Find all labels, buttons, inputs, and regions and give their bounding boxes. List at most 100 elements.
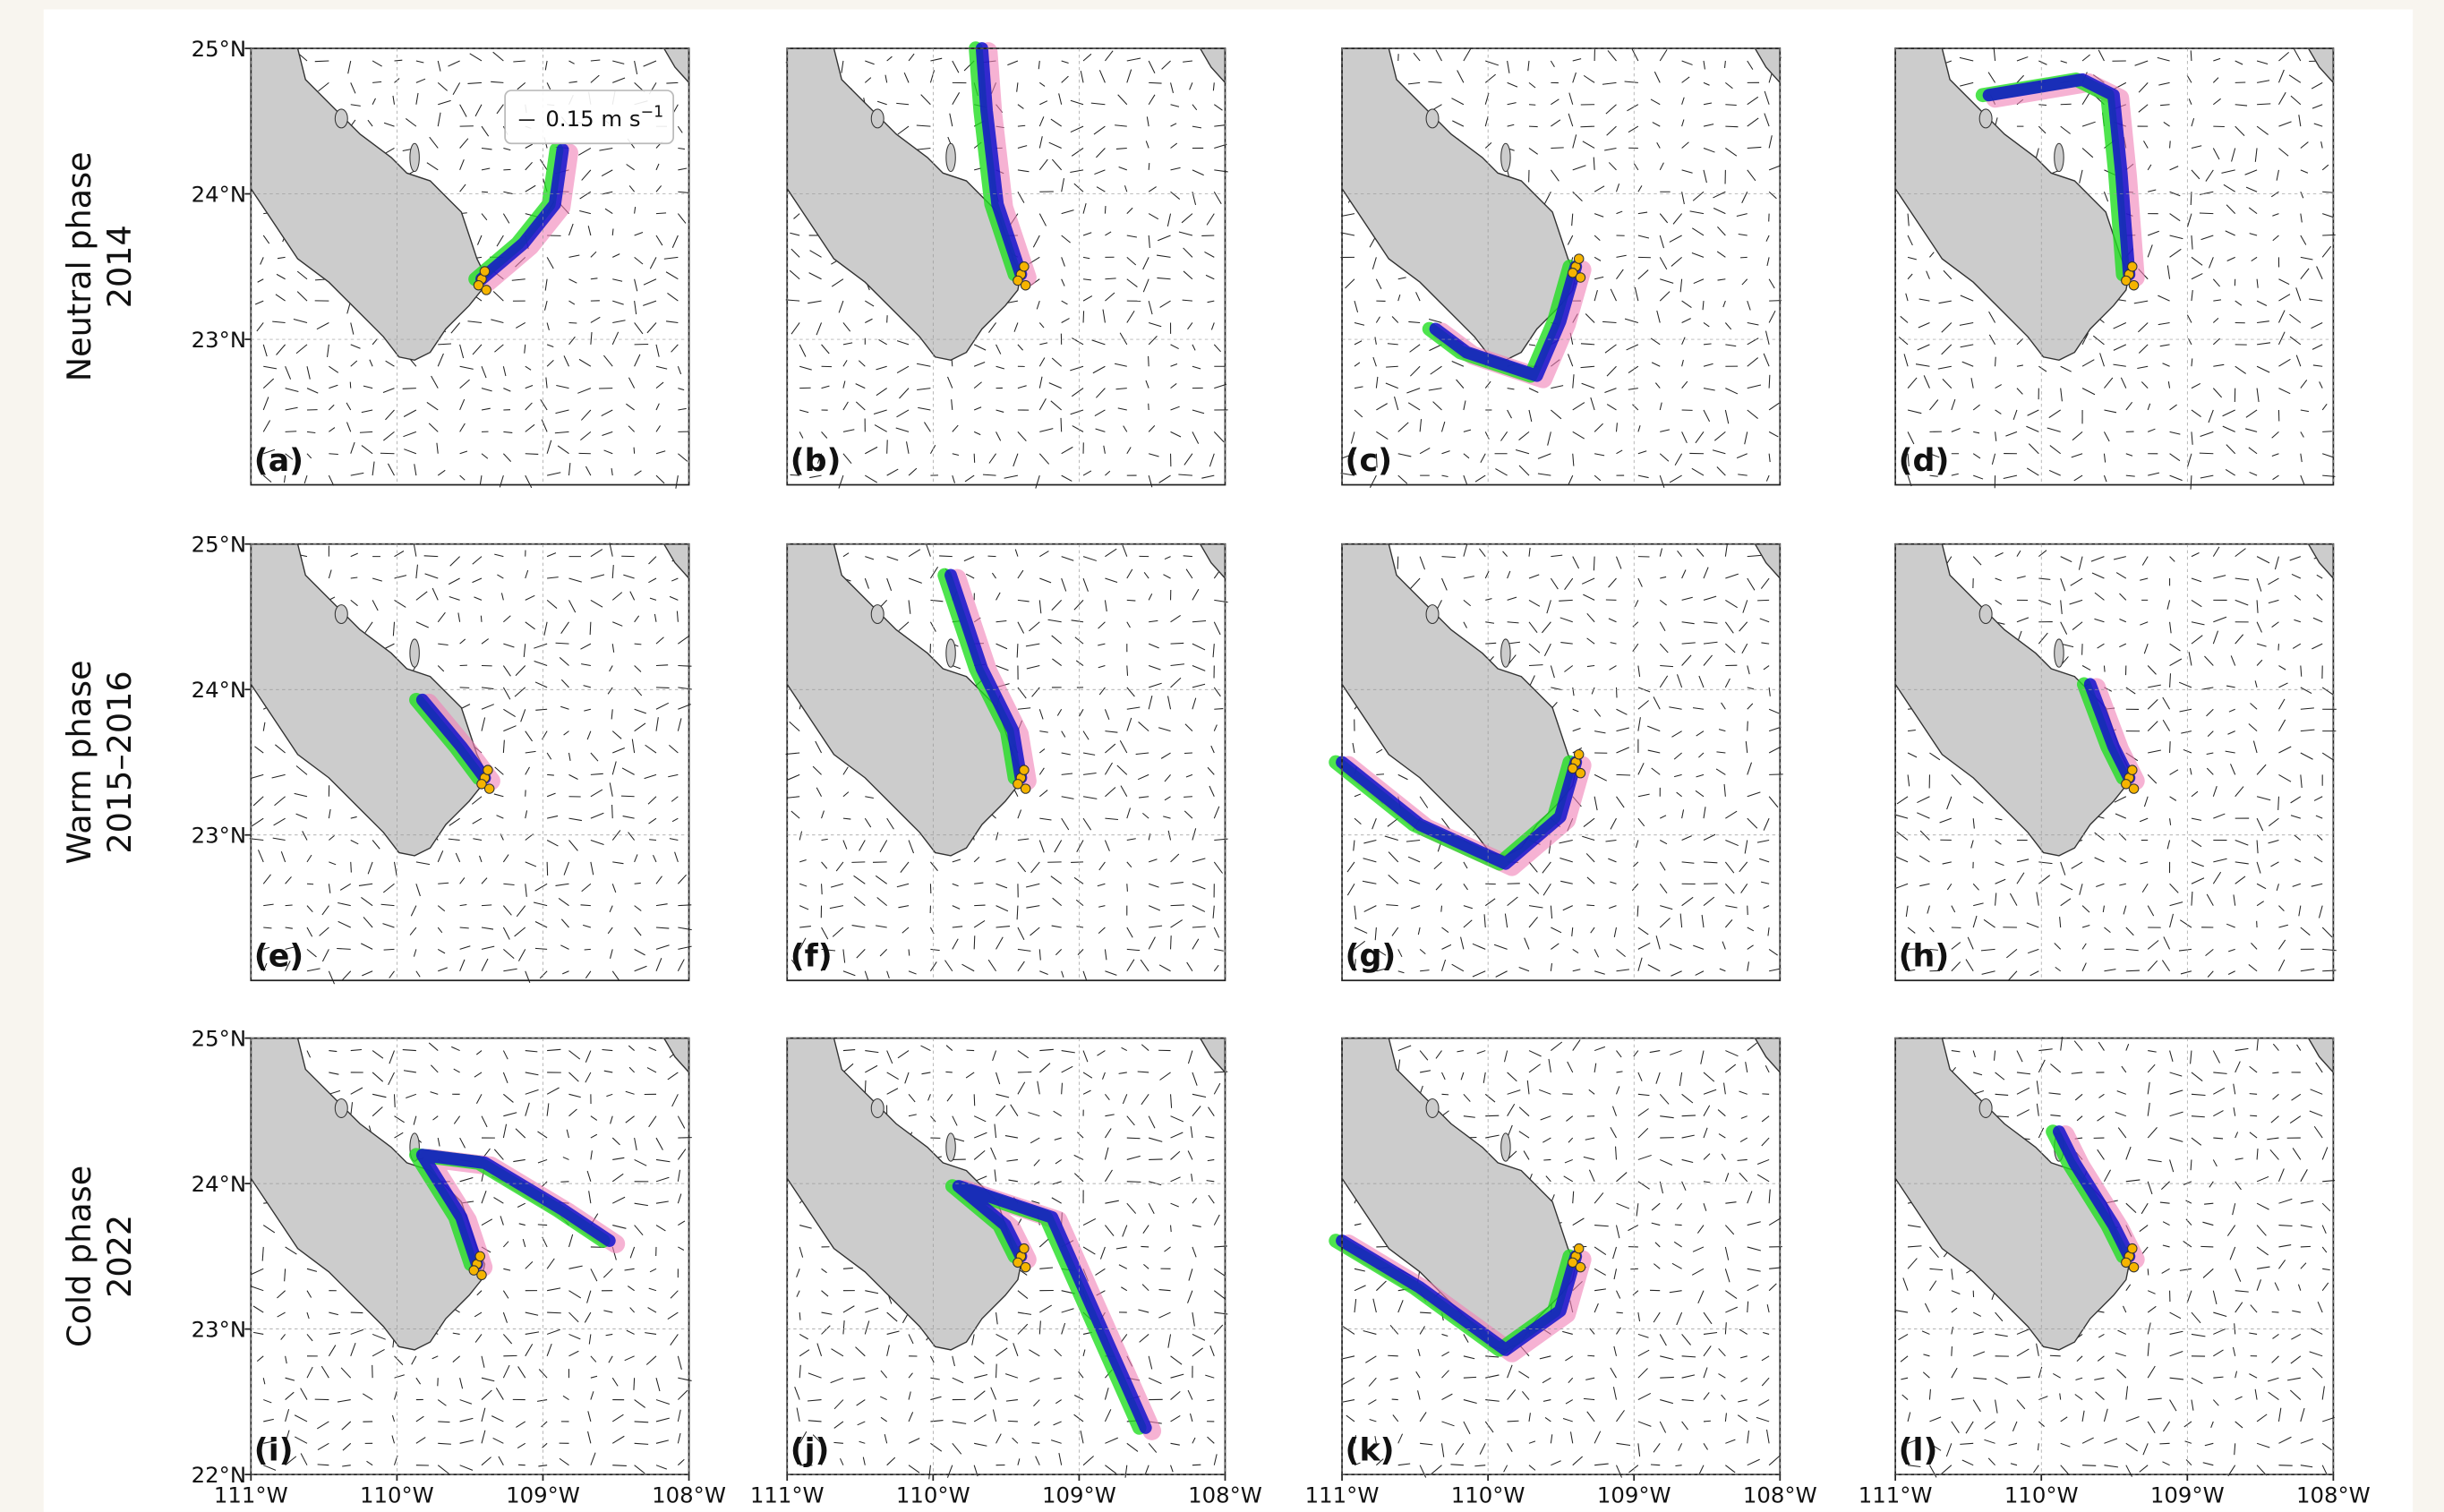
- x-tick-label: 109°W: [506, 1482, 580, 1508]
- current-vector: [1441, 1094, 1448, 1095]
- current-vector: [2104, 666, 2105, 672]
- panel-label: (i): [254, 1432, 294, 1468]
- current-vector: [1127, 1138, 1141, 1139]
- y-tick-label: 25°N: [192, 531, 246, 557]
- island: [1979, 605, 1992, 624]
- island: [335, 109, 347, 128]
- current-vector: [1562, 1094, 1572, 1095]
- release-point: [1021, 784, 1030, 793]
- current-vector: [1704, 1421, 1711, 1422]
- release-point: [1574, 750, 1583, 759]
- map-panel: (f): [786, 543, 1228, 981]
- current-vector: [1508, 1421, 1519, 1422]
- current-vector: [1616, 1312, 1622, 1313]
- current-vector: [822, 884, 823, 894]
- island: [1426, 109, 1439, 128]
- release-point: [1576, 768, 1585, 777]
- release-point: [475, 1251, 484, 1260]
- current-vector: [1008, 1421, 1018, 1422]
- release-point: [1576, 1262, 1585, 1271]
- current-vector: [1127, 1182, 1141, 1183]
- current-vector: [1543, 1159, 1551, 1160]
- release-point: [2129, 784, 2138, 793]
- island: [1426, 1099, 1439, 1118]
- current-vector: [887, 440, 888, 453]
- current-vector: [1725, 126, 1738, 127]
- current-vector: [612, 805, 613, 818]
- current-vector: [1397, 557, 1398, 569]
- current-vector: [1214, 709, 1223, 710]
- island: [2055, 143, 2064, 171]
- release-point: [484, 784, 493, 793]
- current-vector: [1171, 905, 1184, 906]
- current-vector: [1171, 935, 1172, 949]
- current-vector: [526, 454, 539, 455]
- current-vector: [1675, 1225, 1682, 1226]
- current-vector: [2170, 141, 2171, 148]
- current-vector: [394, 1094, 395, 1107]
- map-panel: (c): [1341, 48, 1782, 488]
- current-vector: [996, 1364, 997, 1379]
- current-vector: [1184, 797, 1192, 798]
- release-point: [1576, 273, 1585, 282]
- current-vector: [2200, 1246, 2213, 1247]
- island: [1979, 109, 1992, 128]
- panel-label: (c): [1346, 443, 1392, 479]
- current-vector: [2322, 431, 2332, 432]
- current-vector: [1171, 643, 1184, 644]
- release-point: [1021, 1262, 1030, 1271]
- current-vector: [1580, 126, 1594, 127]
- island: [2055, 639, 2064, 667]
- y-tick-label: 23°N: [192, 1316, 246, 1342]
- current-vector: [2159, 1443, 2169, 1444]
- current-vector: [939, 556, 953, 557]
- current-vector: [1616, 774, 1630, 775]
- island: [871, 109, 884, 128]
- current-vector: [1529, 105, 1535, 106]
- current-vector: [547, 774, 554, 775]
- current-vector: [1587, 1355, 1594, 1356]
- current-vector: [2170, 741, 2171, 753]
- panel-label: (j): [790, 1432, 830, 1468]
- current-vector: [590, 622, 591, 635]
- map-panel: (e)23°N24°N25°N: [192, 531, 692, 984]
- map-panel: (d): [1895, 47, 2336, 490]
- x-tick-label: 111°W: [214, 1482, 288, 1508]
- current-vector: [315, 61, 329, 62]
- row-label-line: 2015–2016: [100, 671, 139, 853]
- y-tick-label: 24°N: [192, 677, 246, 703]
- current-vector: [612, 1465, 627, 1466]
- current-vector: [1017, 644, 1018, 657]
- release-point: [2128, 765, 2137, 774]
- current-vector: [1616, 688, 1617, 698]
- panel-label: (f): [790, 939, 833, 975]
- current-vector: [1149, 82, 1161, 83]
- island: [1501, 1133, 1510, 1161]
- current-vector: [974, 935, 975, 949]
- x-tick-label: 110°W: [896, 1482, 970, 1508]
- current-vector: [974, 1094, 975, 1106]
- current-vector: [1682, 1115, 1696, 1116]
- release-point: [480, 267, 489, 276]
- island: [871, 605, 884, 624]
- island: [1501, 639, 1510, 667]
- current-vector: [1061, 418, 1062, 431]
- current-vector: [1392, 1399, 1398, 1400]
- panel-label: (e): [254, 939, 303, 975]
- release-point: [483, 765, 492, 774]
- x-tick-label: 108°W: [1743, 1482, 1817, 1508]
- current-vector: [2200, 213, 2213, 214]
- panel-label: (h): [1899, 939, 1950, 975]
- release-point: [1574, 254, 1583, 263]
- island: [946, 143, 955, 171]
- current-vector: [621, 796, 635, 797]
- release-point: [1021, 280, 1030, 289]
- row-label-line: 2014: [100, 225, 139, 308]
- current-vector: [547, 862, 548, 876]
- current-vector: [1586, 905, 1594, 906]
- current-vector: [1376, 774, 1384, 775]
- island: [946, 639, 955, 667]
- current-vector: [380, 453, 395, 454]
